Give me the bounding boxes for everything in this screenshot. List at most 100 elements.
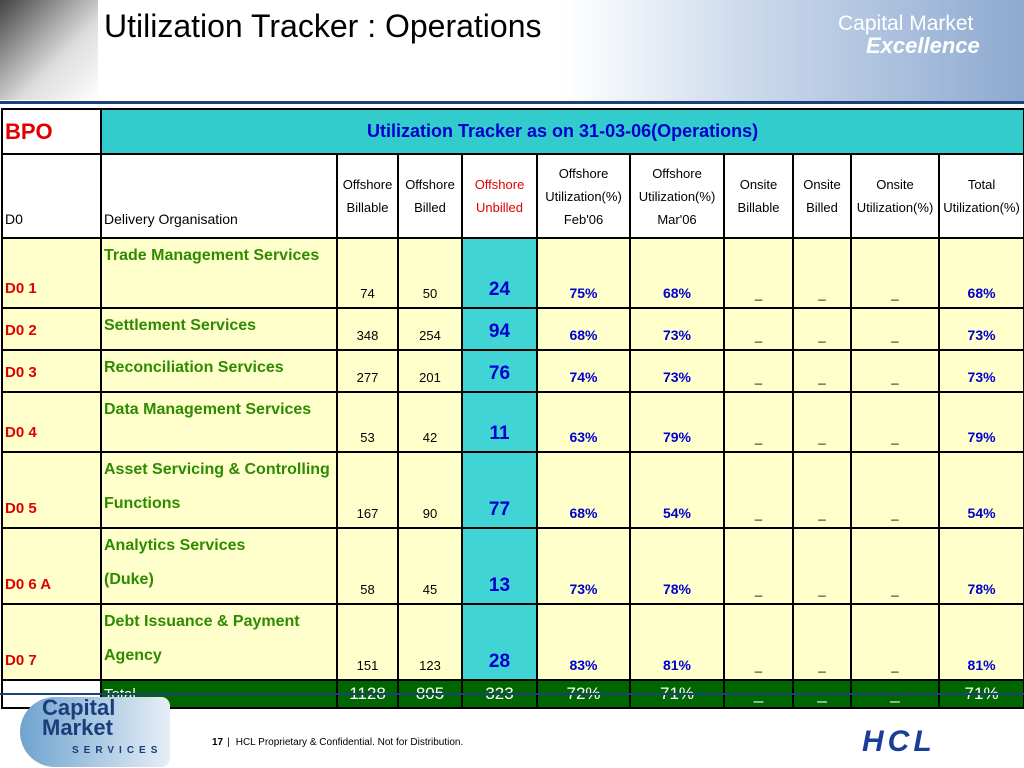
footer-logo-bg — [20, 697, 170, 767]
footer-logo: Capital Market — [42, 695, 116, 740]
header-photo — [0, 0, 98, 100]
cell: 90 — [397, 451, 463, 529]
cell: _ — [850, 237, 940, 309]
header-row: D0 Delivery Organisation Offshore Billable… — [1, 153, 1024, 239]
footer-logo-sub: SERVICES — [72, 745, 163, 756]
cell: 79% — [937, 391, 1024, 453]
cell: 77 — [461, 451, 538, 529]
cell: Asset Servicing & Controlling Functions — [100, 451, 338, 529]
column-header: Offshore Billable — [336, 153, 399, 239]
cell: _ — [723, 237, 794, 309]
cell: Reconciliation Services — [100, 349, 338, 393]
cell: 81% — [937, 603, 1024, 681]
cell: 277 — [336, 349, 399, 393]
cell: 58 — [336, 527, 399, 605]
cell: Debt Issuance & Payment Agency — [100, 603, 338, 681]
cell: Data Management Services — [100, 391, 338, 453]
logo-text: Excellence — [866, 33, 980, 58]
cell: _ — [792, 603, 852, 681]
data-row: D0 6 A Analytics Services (Duke) 58 45 13 73… — [1, 527, 1024, 605]
cell: 94 — [461, 307, 538, 351]
cell: _ — [792, 307, 852, 351]
cell: Settlement Services — [100, 307, 338, 351]
data-row: D0 5 Asset Servicing & Controlling Functi… — [1, 451, 1024, 529]
cell: 42 — [397, 391, 463, 453]
cell: D0 7 — [1, 603, 102, 681]
separator: | — [227, 737, 230, 748]
cell: 68% — [536, 451, 631, 529]
cell: _ — [850, 527, 940, 605]
corner-cell: BPO — [1, 108, 102, 155]
cell: _ — [723, 391, 794, 453]
cell: _ — [723, 349, 794, 393]
cell: Analytics Services (Duke) — [100, 527, 338, 605]
cell: 73% — [629, 307, 725, 351]
cell: 83% — [536, 603, 631, 681]
cell: _ — [792, 451, 852, 529]
cell: 78% — [937, 527, 1024, 605]
cell: _ — [792, 391, 852, 453]
cell: D0 3 — [1, 349, 102, 393]
cell: _ — [723, 527, 794, 605]
cell: 28 — [461, 603, 538, 681]
cell: 53 — [336, 391, 399, 453]
cell: 54% — [937, 451, 1024, 529]
hcl-logo: HCL — [862, 725, 936, 758]
slide-title: Utilization Tracker : Operations — [104, 8, 542, 44]
cell: 201 — [397, 349, 463, 393]
cell: 151 — [336, 603, 399, 681]
cell: D0 2 — [1, 307, 102, 351]
cell: _ — [850, 603, 940, 681]
header-rule — [0, 101, 1024, 104]
cell: 254 — [397, 307, 463, 351]
column-header: Offshore Billed — [397, 153, 463, 239]
cell: 73% — [536, 527, 631, 605]
cell: 13 — [461, 527, 538, 605]
cell: 348 — [336, 307, 399, 351]
column-header: Offshore Utilization(%) Mar'06 — [629, 153, 725, 239]
cell: Trade Management Services — [100, 237, 338, 309]
cell: _ — [792, 349, 852, 393]
cell: 78% — [629, 527, 725, 605]
cell: 68% — [536, 307, 631, 351]
utilization-table: BPO Utilization Tracker as on 31-03-06(Op… — [1, 108, 1024, 709]
cell: 76 — [461, 349, 538, 393]
cell: D0 4 — [1, 391, 102, 453]
cell: D0 5 — [1, 451, 102, 529]
cell: 45 — [397, 527, 463, 605]
column-header: Onsite Billed — [792, 153, 852, 239]
cell: _ — [723, 603, 794, 681]
column-header: Offshore Unbilled — [461, 153, 538, 239]
data-row: D0 1 Trade Management Services 74 50 24 75% 68… — [1, 237, 1024, 309]
cell: 68% — [937, 237, 1024, 309]
column-header: Delivery Organisation — [100, 153, 338, 239]
footer-rule — [0, 693, 1024, 695]
cell: D0 1 — [1, 237, 102, 309]
page-number: 17 — [212, 737, 224, 748]
data-row: D0 4 Data Management Services 53 42 11 63% 79%… — [1, 391, 1024, 453]
cell: 79% — [629, 391, 725, 453]
cell: 74 — [336, 237, 399, 309]
caption-cell: Utilization Tracker as on 31-03-06(Opera… — [99, 108, 1024, 155]
cell: 74% — [536, 349, 631, 393]
column-header: Total Utilization(%) — [937, 153, 1024, 239]
cell: 50 — [397, 237, 463, 309]
cell: 73% — [937, 307, 1024, 351]
cell: 63% — [536, 391, 631, 453]
column-header: Onsite Billable — [723, 153, 794, 239]
column-header: Onsite Utilization(%) — [850, 153, 940, 239]
cell: 123 — [397, 603, 463, 681]
cell: _ — [850, 451, 940, 529]
cell: 24 — [461, 237, 538, 309]
cell: _ — [850, 307, 940, 351]
footer-text: 17 | HCL Proprietary & Confidential. Not f… — [212, 737, 463, 748]
cell: D0 6 A — [1, 527, 102, 605]
logo-text: Capital Market — [838, 12, 974, 35]
cell: 73% — [937, 349, 1024, 393]
cell: 75% — [536, 237, 631, 309]
cell: _ — [723, 451, 794, 529]
cell: _ — [723, 307, 794, 351]
cell: 81% — [629, 603, 725, 681]
data-row: D0 7 Debt Issuance & Payment Agency 151 123… — [1, 603, 1024, 681]
